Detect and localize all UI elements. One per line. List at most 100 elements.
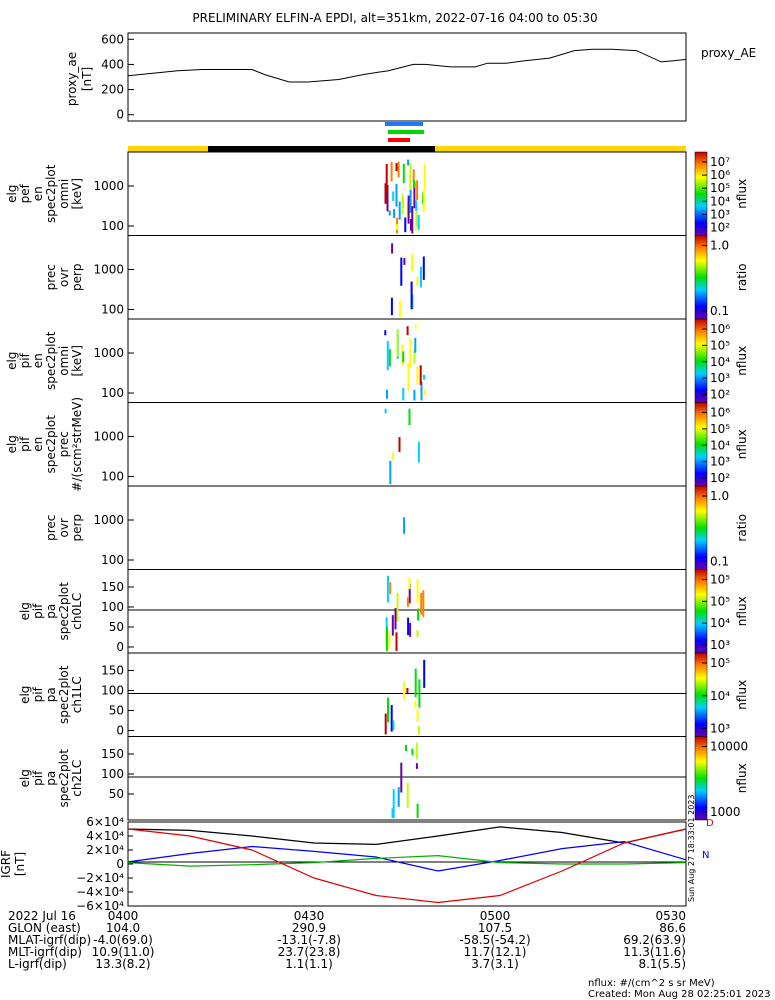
panel-ylabel-line: [keV]	[70, 345, 84, 376]
spectrogram-cell	[386, 341, 389, 371]
spectrogram-cell	[394, 608, 397, 630]
panel-ytick-label: 100	[101, 386, 124, 400]
footer-value: 11.3(11.6)	[623, 945, 686, 959]
spectrogram-cell	[396, 224, 399, 230]
panel-ytick-label: 150	[101, 747, 124, 761]
igrf-legend-n: N	[702, 850, 709, 861]
ae-ylabel: proxy_ae	[65, 52, 79, 106]
spectrogram-cell	[409, 162, 412, 189]
spectrogram-cell	[410, 281, 413, 310]
footer-value: -13.1(-7.8)	[277, 933, 341, 947]
red-marker	[388, 138, 410, 142]
spectrogram-cell	[384, 330, 387, 336]
colorbar	[694, 485, 708, 570]
ae-panel: proxy_ae [nT] proxy_AE 0 200 400 600	[65, 32, 756, 121]
spectrogram-cell	[400, 762, 403, 793]
spectrogram-cell	[412, 169, 415, 183]
spectrogram-cell	[388, 210, 391, 216]
panel-ylabel-line: ch0LC	[70, 593, 84, 630]
spectrogram-cell	[386, 184, 389, 212]
spectrogram-cell	[416, 630, 419, 638]
igrf-series-line	[127, 828, 687, 904]
panel-ylabel-line: omni	[57, 346, 71, 376]
panel-ytick-label: 1000	[93, 430, 124, 444]
ae-series-line	[127, 48, 687, 83]
colorbar-tick-label: 0.1	[710, 304, 729, 318]
footer-value: 104.0	[106, 921, 140, 935]
spectrogram-cell	[414, 668, 417, 697]
igrf-ytick-label: 0	[116, 857, 124, 871]
igrf-series-line	[127, 826, 687, 846]
black-bar	[208, 146, 435, 152]
footer-value: 0500	[480, 909, 511, 923]
footer-value: 86.6	[659, 921, 686, 935]
ae-ytick-label: 200	[101, 83, 124, 97]
spectrogram-cell	[407, 363, 410, 391]
spectrogram-cell	[407, 159, 410, 166]
spectrogram-cell	[403, 258, 406, 265]
footer-value: 13.3(8.2)	[95, 957, 150, 971]
spectrogram-cell	[407, 617, 410, 636]
spectrogram-cell	[402, 351, 405, 363]
ae-ytick-label: 400	[101, 57, 124, 71]
colorbar-tick-label: 10³	[710, 638, 730, 652]
panel-ylabel-line: ovr	[57, 268, 71, 287]
colorbar-tick-label: 10⁶	[710, 406, 730, 420]
spectrogram-cell	[392, 720, 395, 731]
spectrogram-cell	[409, 622, 412, 637]
footer-value: 1.1(1.1)	[285, 957, 333, 971]
footer-value: 0430	[294, 909, 325, 923]
panel-7: elg pif pa spec2plot ch1LC 0 50 100 150 10⁵ 10⁴ 10³…	[18, 652, 749, 738]
spectrogram-cell	[389, 460, 392, 484]
spectrogram-cell	[415, 742, 418, 760]
spectrogram-cell	[415, 763, 418, 769]
igrf-series-line	[127, 840, 687, 872]
spectrogram-cell	[414, 211, 417, 231]
spectrogram-cell	[396, 328, 399, 336]
footer-value: 10.9(11.0)	[92, 945, 155, 959]
colorbar-tick-label: 1.0	[710, 489, 729, 503]
footer-value: -58.5(-54.2)	[459, 933, 530, 947]
spectrogram-cell	[416, 180, 419, 201]
spectrogram-cell	[410, 219, 412, 231]
ae-ylabel-units: [nT]	[80, 67, 94, 91]
panel-ylabel-line: spec2plot	[57, 749, 71, 808]
panel-ylabel-line: elg	[18, 686, 32, 704]
panel-ylabel-line: pif	[31, 603, 45, 619]
panel-frame	[127, 569, 687, 654]
panel-1: elg pef en spec2plot omni [keV]100100010⁷10⁶1…	[5, 151, 749, 236]
spectrogram-cell	[422, 590, 425, 617]
igrf-ylabel: IGRF	[0, 850, 13, 878]
colorbar-tick-label: 10⁵	[710, 181, 730, 195]
spectrogram-cell	[409, 189, 412, 213]
spectrogram-cell	[390, 161, 393, 182]
colorbar-tick-label: 10³	[710, 207, 730, 221]
igrf-series-line	[127, 854, 687, 867]
panel-ylabel-line: spec2plot	[44, 415, 58, 474]
colorbar-tick-label: 10³	[710, 722, 730, 736]
panel-2: prec ovr perp 100 1000 1.0 0.1 ratio	[44, 235, 749, 320]
colorbar-label: nflux	[735, 763, 749, 793]
colorbar-tick-label: 1.0	[710, 239, 729, 253]
panel-ytick-label: 1000	[93, 263, 124, 277]
panel-frame	[127, 736, 687, 821]
spectrogram-cell	[422, 256, 425, 280]
panel-6: elg pif pa spec2plot ch0LC 0 50 100 150 10⁵ 10⁵ 10⁴…	[18, 569, 749, 654]
ae-ytick-label: 0	[116, 108, 124, 122]
spectrogram-cell	[384, 713, 387, 735]
spectrogram-cell	[395, 183, 398, 207]
panel-ytick-label: 100	[101, 470, 124, 484]
colorbar-tick-label: 10⁴	[710, 355, 730, 369]
igrf-side-text: Sun Aug 27 18:33:01 2023	[687, 795, 696, 902]
spectrogram-cell	[397, 787, 400, 807]
spectrogram-cell	[416, 276, 419, 287]
igrf-ytick-label: −4×10⁴	[76, 885, 124, 899]
spectrogram-cell	[423, 659, 426, 688]
footer-value: 69.2(63.9)	[623, 933, 686, 947]
colorbar	[694, 318, 708, 403]
colorbar-tick-label: 10⁶	[710, 322, 730, 336]
spectrogram-cell	[396, 335, 399, 357]
spectrogram-cell	[387, 697, 389, 723]
panel-4: elg pif en spec2plot prec #/(scm²strMeV) 100 10…	[5, 397, 749, 492]
green-marker	[388, 130, 424, 134]
